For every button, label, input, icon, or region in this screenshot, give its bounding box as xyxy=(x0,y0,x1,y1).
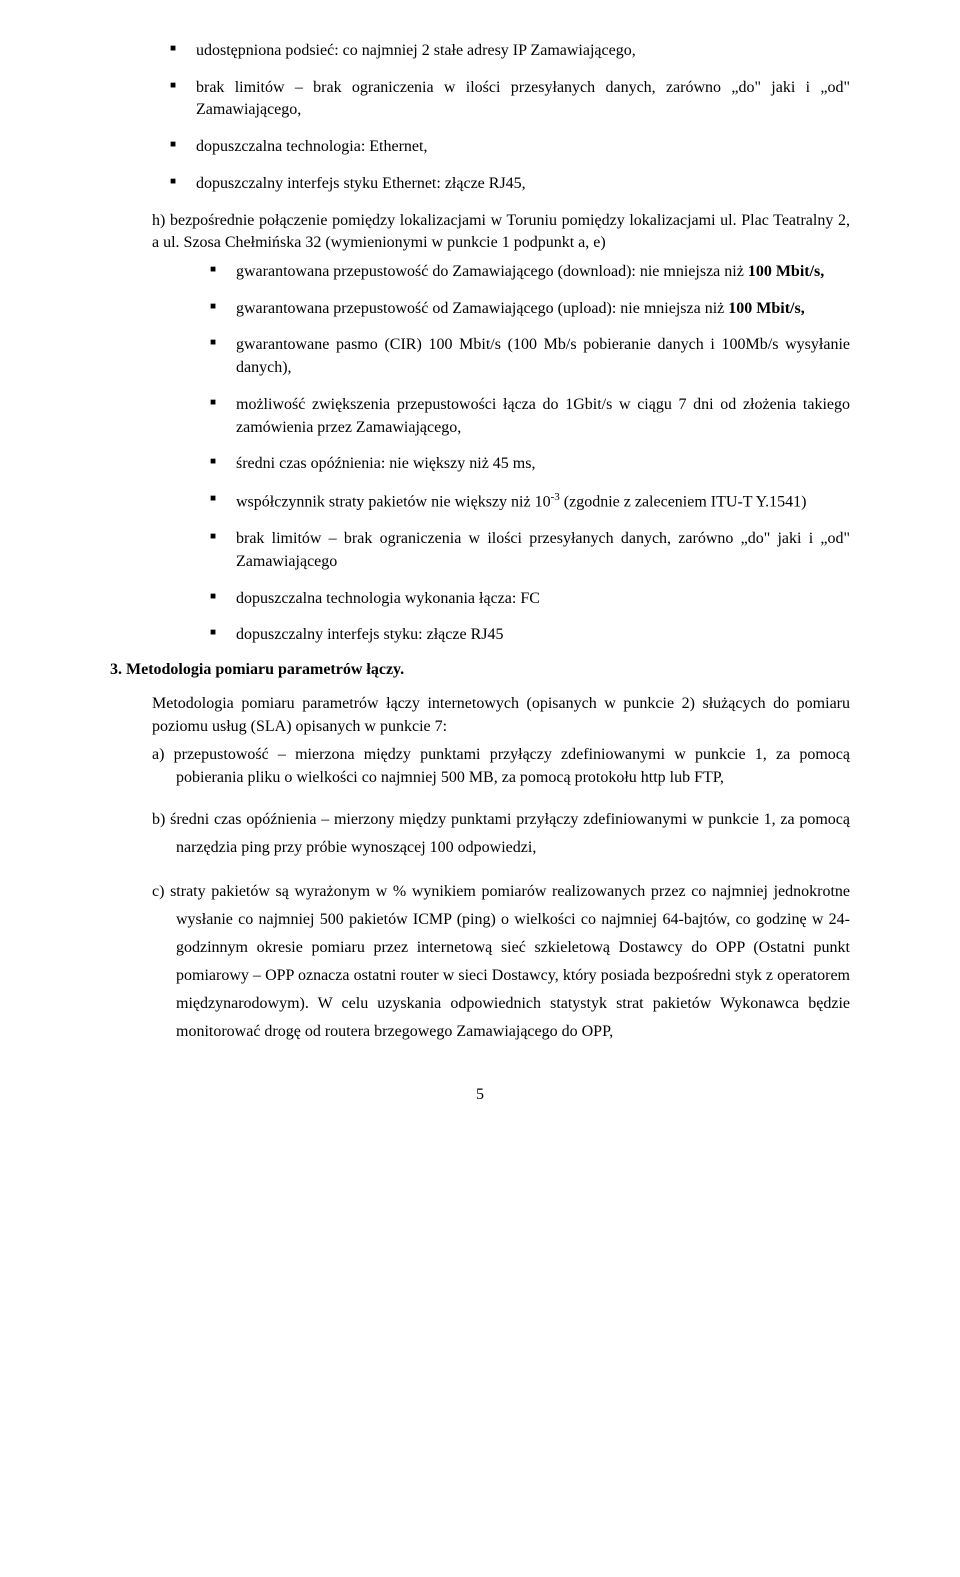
clause-h: h) bezpośrednie połączenie pomiędzy loka… xyxy=(152,210,850,255)
page-number: 5 xyxy=(110,1086,850,1104)
section-3-item-b: b) średni czas opóźnienia – mierzony mię… xyxy=(152,806,850,862)
text: współczynnik straty pakietów nie większy… xyxy=(236,493,551,510)
list-item: gwarantowana przepustowość od Zamawiając… xyxy=(210,298,850,321)
list-item: brak limitów – brak ograniczenia w ilośc… xyxy=(210,528,850,573)
top-bullet-list: udostępniona podsieć: co najmniej 2 stał… xyxy=(170,40,850,196)
item-text: średni czas opóźnienia – mierzony między… xyxy=(170,811,850,856)
list-item: brak limitów – brak ograniczenia w ilośc… xyxy=(170,77,850,122)
list-item: średni czas opóźnienia: nie większy niż … xyxy=(210,453,850,476)
text: gwarantowana przepustowość do Zamawiając… xyxy=(236,263,748,280)
list-item: gwarantowane pasmo (CIR) 100 Mbit/s (100… xyxy=(210,334,850,379)
text: (zgodnie z zaleceniem ITU-T Y.1541) xyxy=(560,493,807,510)
item-text: straty pakietów są wyrażonym w % wynikie… xyxy=(170,883,850,1040)
section-3-heading: 3. Metodologia pomiaru parametrów łączy. xyxy=(110,661,850,679)
list-item: współczynnik straty pakietów nie większy… xyxy=(210,490,850,514)
bold-text: 100 Mbit/s, xyxy=(748,263,824,280)
list-item: dopuszczalna technologia wykonania łącza… xyxy=(210,588,850,611)
list-item: dopuszczalny interfejs styku Ethernet: z… xyxy=(170,173,850,196)
section-3-item-c: c) straty pakietów są wyrażonym w % wyni… xyxy=(152,878,850,1046)
item-text: przepustowość – mierzona między punktami… xyxy=(174,746,850,786)
list-item: dopuszczalna technologia: Ethernet, xyxy=(170,136,850,159)
section-3-item-a: a) przepustowość – mierzona między punkt… xyxy=(152,744,850,789)
list-item: możliwość zwiększenia przepustowości łąc… xyxy=(210,394,850,439)
list-item: dopuszczalny interfejs styku: złącze RJ4… xyxy=(210,624,850,647)
superscript: -3 xyxy=(551,491,560,503)
item-prefix: b) xyxy=(152,811,165,828)
bold-text: 100 Mbit/s, xyxy=(728,300,804,317)
text: gwarantowana przepustowość od Zamawiając… xyxy=(236,300,644,317)
text: mniejsza niż xyxy=(644,300,728,317)
item-prefix: a) xyxy=(152,746,164,763)
clause-h-text: h) bezpośrednie połączenie pomiędzy loka… xyxy=(152,212,850,252)
section-3-intro: Metodologia pomiaru parametrów łączy int… xyxy=(152,693,850,738)
item-prefix: c) xyxy=(152,883,164,900)
list-item: gwarantowana przepustowość do Zamawiając… xyxy=(210,261,850,284)
document-page: udostępniona podsieć: co najmniej 2 stał… xyxy=(0,0,960,1134)
list-item: udostępniona podsieć: co najmniej 2 stał… xyxy=(170,40,850,63)
clause-h-bullets: gwarantowana przepustowość do Zamawiając… xyxy=(210,261,850,647)
